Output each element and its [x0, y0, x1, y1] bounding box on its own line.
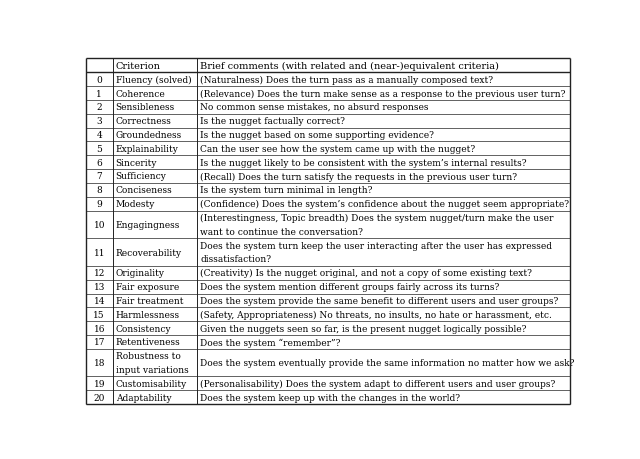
Text: 8: 8 — [97, 186, 102, 195]
Text: Coherence: Coherence — [116, 90, 165, 98]
Text: (Recall) Does the turn satisfy the requests in the previous user turn?: (Recall) Does the turn satisfy the reque… — [200, 172, 517, 181]
Text: 4: 4 — [97, 131, 102, 140]
Text: Fair exposure: Fair exposure — [116, 282, 179, 291]
Text: 14: 14 — [93, 297, 105, 305]
Text: (Relevance) Does the turn make sense as a response to the previous user turn?: (Relevance) Does the turn make sense as … — [200, 89, 566, 98]
Text: 20: 20 — [93, 393, 105, 402]
Text: (Personalisability) Does the system adapt to different users and user groups?: (Personalisability) Does the system adap… — [200, 379, 556, 388]
Text: Is the nugget factually correct?: Is the nugget factually correct? — [200, 117, 345, 126]
Text: 10: 10 — [93, 220, 105, 230]
Text: Does the system keep up with the changes in the world?: Does the system keep up with the changes… — [200, 393, 460, 402]
Text: Harmlessness: Harmlessness — [116, 310, 180, 319]
Text: Modesty: Modesty — [116, 200, 155, 209]
Text: input variations: input variations — [116, 365, 188, 374]
Text: 15: 15 — [93, 310, 105, 319]
Text: Does the system mention different groups fairly across its turns?: Does the system mention different groups… — [200, 282, 500, 291]
Text: 9: 9 — [97, 200, 102, 209]
Text: Originality: Originality — [116, 269, 164, 278]
Text: Criterion: Criterion — [116, 62, 161, 71]
Text: 6: 6 — [97, 158, 102, 167]
Text: Fair treatment: Fair treatment — [116, 297, 183, 305]
Text: 17: 17 — [93, 338, 105, 347]
Text: Robustness to: Robustness to — [116, 352, 180, 360]
Text: Fluency (solved): Fluency (solved) — [116, 75, 191, 84]
Text: 11: 11 — [93, 248, 105, 257]
Text: (Safety, Appropriateness) No threats, no insults, no hate or harassment, etc.: (Safety, Appropriateness) No threats, no… — [200, 310, 552, 319]
Text: 18: 18 — [93, 358, 105, 367]
Text: 7: 7 — [97, 172, 102, 181]
Text: Sensibleness: Sensibleness — [116, 103, 175, 112]
Text: (Naturalness) Does the turn pass as a manually composed text?: (Naturalness) Does the turn pass as a ma… — [200, 75, 493, 84]
Text: Correctness: Correctness — [116, 117, 172, 126]
Text: Customisability: Customisability — [116, 379, 187, 388]
Text: Does the system turn keep the user interacting after the user has expressed: Does the system turn keep the user inter… — [200, 241, 552, 250]
Text: No common sense mistakes, no absurd responses: No common sense mistakes, no absurd resp… — [200, 103, 429, 112]
Text: Does the system eventually provide the same information no matter how we ask?: Does the system eventually provide the s… — [200, 358, 575, 367]
Text: Recoverability: Recoverability — [116, 248, 182, 257]
Text: dissatisfaction?: dissatisfaction? — [200, 255, 271, 264]
Text: Engagingness: Engagingness — [116, 220, 180, 230]
Text: Is the system turn minimal in length?: Is the system turn minimal in length? — [200, 186, 372, 195]
Text: Explainability: Explainability — [116, 145, 179, 153]
Text: Adaptability: Adaptability — [116, 393, 171, 402]
Text: Consistency: Consistency — [116, 324, 171, 333]
Text: 5: 5 — [97, 145, 102, 153]
Text: want to continue the conversation?: want to continue the conversation? — [200, 227, 363, 236]
Text: 13: 13 — [93, 282, 105, 291]
Text: (Confidence) Does the system’s confidence about the nugget seem appropriate?: (Confidence) Does the system’s confidenc… — [200, 200, 569, 209]
Text: 3: 3 — [97, 117, 102, 126]
Text: (Creativity) Is the nugget original, and not a copy of some existing text?: (Creativity) Is the nugget original, and… — [200, 269, 532, 278]
Text: Is the nugget based on some supporting evidence?: Is the nugget based on some supporting e… — [200, 131, 434, 140]
Text: 16: 16 — [93, 324, 105, 333]
Text: 0: 0 — [97, 76, 102, 84]
Text: Retentiveness: Retentiveness — [116, 338, 180, 347]
Text: Given the nuggets seen so far, is the present nugget logically possible?: Given the nuggets seen so far, is the pr… — [200, 324, 527, 333]
Text: 19: 19 — [93, 379, 105, 388]
Text: (Interestingness, Topic breadth) Does the system nugget/turn make the user: (Interestingness, Topic breadth) Does th… — [200, 213, 554, 223]
Text: 2: 2 — [97, 103, 102, 112]
Text: Does the system provide the same benefit to different users and user groups?: Does the system provide the same benefit… — [200, 297, 559, 305]
Text: Sincerity: Sincerity — [116, 158, 157, 167]
Text: 12: 12 — [93, 269, 105, 278]
Text: Groundedness: Groundedness — [116, 131, 182, 140]
Text: Can the user see how the system came up with the nugget?: Can the user see how the system came up … — [200, 145, 476, 153]
Text: Sufficiency: Sufficiency — [116, 172, 166, 181]
Text: Does the system “remember”?: Does the system “remember”? — [200, 337, 340, 347]
Text: 1: 1 — [97, 90, 102, 98]
Text: Conciseness: Conciseness — [116, 186, 172, 195]
Text: Brief comments (with related and (near-)equivalent criteria): Brief comments (with related and (near-)… — [200, 62, 499, 71]
Text: Is the nugget likely to be consistent with the system’s internal results?: Is the nugget likely to be consistent wi… — [200, 158, 527, 167]
